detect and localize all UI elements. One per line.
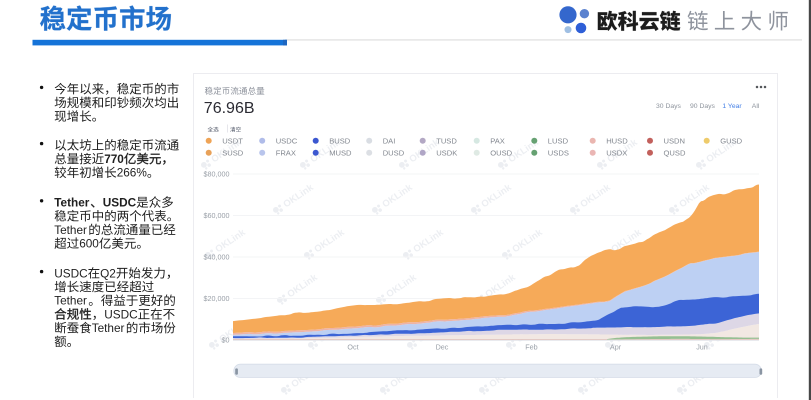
svg-text:USDC: USDC — [54, 266, 88, 280]
svg-text:1 Year: 1 Year — [722, 103, 742, 110]
svg-text:$0: $0 — [222, 336, 230, 345]
svg-text:OUSD: OUSD — [490, 149, 512, 158]
svg-text:USDC: USDC — [276, 137, 298, 146]
svg-text:$80,000: $80,000 — [204, 170, 230, 179]
svg-text:USDN: USDN — [664, 137, 686, 146]
svg-text:SUSD: SUSD — [222, 149, 244, 158]
svg-text:MUSD: MUSD — [329, 149, 352, 158]
svg-text:$20,000: $20,000 — [204, 294, 230, 303]
svg-text:600: 600 — [79, 237, 99, 251]
svg-text:Tether: Tether — [54, 223, 87, 237]
svg-text:QUSD: QUSD — [664, 149, 686, 158]
svg-text:All: All — [752, 103, 760, 110]
svg-text:30 Days: 30 Days — [656, 103, 682, 110]
svg-text:Tether: Tether — [54, 196, 90, 210]
svg-text:Jun: Jun — [696, 343, 708, 352]
svg-text:LUSD: LUSD — [548, 137, 569, 146]
svg-text:Tether: Tether — [54, 294, 87, 308]
svg-text:76.96B: 76.96B — [204, 100, 255, 117]
svg-text:Tether: Tether — [92, 321, 125, 335]
svg-text:USDK: USDK — [436, 149, 457, 158]
svg-text:USDX: USDX — [606, 149, 627, 158]
svg-text:USDC: USDC — [104, 307, 138, 321]
svg-text:Oct: Oct — [347, 343, 358, 352]
svg-text:770: 770 — [104, 152, 124, 166]
svg-text:BUSD: BUSD — [329, 137, 351, 146]
svg-text:DAI: DAI — [383, 137, 396, 146]
svg-text:Dec: Dec — [436, 343, 449, 352]
svg-text:90 Days: 90 Days — [690, 103, 716, 110]
svg-text:USDC: USDC — [103, 196, 137, 210]
svg-text:Feb: Feb — [525, 343, 537, 352]
svg-text:$60,000: $60,000 — [204, 211, 230, 220]
svg-text:Q2: Q2 — [100, 266, 116, 280]
svg-text:USDT: USDT — [222, 137, 243, 146]
svg-text:Apr: Apr — [610, 343, 622, 352]
svg-text:266%: 266% — [117, 166, 148, 180]
svg-text:FRAX: FRAX — [276, 149, 296, 158]
svg-text:HUSD: HUSD — [606, 137, 628, 146]
svg-text:$40,000: $40,000 — [204, 253, 230, 262]
svg-text:USDS: USDS — [548, 149, 569, 158]
svg-text:GUSD: GUSD — [720, 137, 742, 146]
svg-text:PAX: PAX — [490, 137, 505, 146]
svg-text:TUSD: TUSD — [436, 137, 457, 146]
svg-text:DUSD: DUSD — [383, 149, 405, 158]
